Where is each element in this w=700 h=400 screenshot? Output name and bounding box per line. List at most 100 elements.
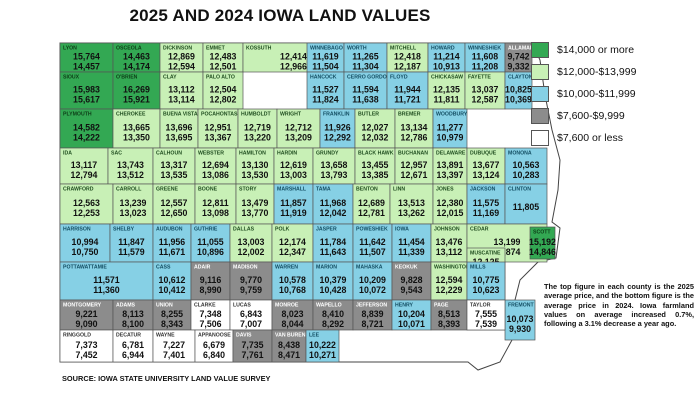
county-value-2025: 13,130: [242, 160, 269, 170]
county-value-2024: 12,781: [358, 208, 385, 218]
county-fill: [529, 226, 556, 260]
legend-label: $7,600-$9,999: [557, 110, 625, 122]
county-name: CRAWFORD: [63, 187, 94, 193]
legend-item: $7,600 or less: [531, 128, 691, 148]
county-fill: [235, 147, 275, 185]
county-name: EMMET: [206, 46, 226, 52]
county-value-2025: 9,742: [507, 52, 529, 62]
county-fill: [194, 183, 237, 225]
county-fill: [343, 71, 388, 110]
county-fill: [59, 183, 114, 225]
county-value-2025: 7,555: [475, 309, 497, 319]
county-name: HARDIN: [277, 151, 297, 157]
county-name: APPANOOSE: [198, 333, 231, 339]
county-name: LYON: [63, 46, 77, 52]
county-name: WAPELLO: [316, 303, 342, 309]
county-value-2024: 13,367: [205, 133, 232, 143]
county-value-2024: 13,003: [280, 170, 307, 180]
county-value-2024: 11,507: [359, 247, 386, 257]
county-value-2025: 14,463: [123, 52, 150, 62]
county-value-2025: 13,479: [242, 198, 269, 208]
county-value-2024: 13,086: [202, 170, 229, 180]
county-value-2025: 10,994: [72, 237, 99, 247]
county-value-2024: 10,913: [433, 62, 460, 72]
county-name: JASPER: [316, 227, 337, 233]
legend-label: $14,000 or more: [557, 44, 635, 56]
county-value-2024: 7,007: [240, 319, 262, 329]
county-name: GUTHRIE: [194, 227, 218, 233]
county-value-2024: 10,750: [72, 247, 99, 257]
county-value-2025: 12,418: [394, 52, 421, 62]
county-name: POCAHONTAS: [201, 112, 238, 118]
legend-swatch: [531, 108, 549, 124]
county-name: GREENE: [156, 187, 178, 193]
county-value-2025: 7,735: [241, 340, 263, 350]
county-value-2025: 11,454: [398, 237, 425, 247]
county-value-2025: 9,116: [200, 275, 222, 285]
county-value-2024: 9,930: [509, 324, 531, 334]
county-value-2025: 12,594: [436, 275, 463, 285]
legend-label: $10,000-$11,999: [557, 88, 636, 100]
county-value-2025: 13,037: [472, 85, 499, 95]
county-value-2025: 11,805: [513, 202, 540, 212]
county-value-2025: 13,239: [120, 198, 147, 208]
county-fill: [305, 329, 340, 363]
county-name: WAYNE: [156, 333, 175, 339]
county-name: MITCHELL: [390, 46, 417, 52]
county-fill: [354, 108, 396, 149]
county-value-2025: 12,957: [401, 160, 428, 170]
county-value-2024: 12,802: [210, 95, 237, 105]
county-fill: [389, 183, 434, 225]
county-name: HARRISON: [63, 227, 91, 233]
county-value-2025: 12,951: [205, 123, 232, 133]
county-value-2024: 12,966: [280, 62, 307, 72]
county-name: KOSSUTH: [246, 46, 272, 52]
county-fill: [112, 329, 154, 363]
county-value-2025: 15,983: [73, 85, 100, 95]
county-value-2024: 13,695: [166, 133, 193, 143]
county-value-2024: 10,071: [398, 319, 425, 329]
county-value-2025: 9,828: [400, 275, 422, 285]
county-value-2024: 7,452: [75, 350, 97, 360]
county-value-2025: 6,843: [240, 309, 262, 319]
county-fill: [504, 299, 536, 341]
county-value-2025: 13,117: [71, 160, 98, 170]
county-name: MILLS: [470, 265, 486, 271]
county-name: BUTLER: [358, 112, 379, 118]
county-value-2025: 12,689: [358, 198, 385, 208]
county-value-2024: 12,292: [324, 133, 351, 143]
county-value-2024: 11,811: [434, 95, 460, 105]
county-value-2025: 13,696: [166, 123, 193, 133]
county-name: DALLAS: [233, 227, 255, 233]
county-fill: [232, 329, 273, 363]
county-name: DELAWARE: [436, 151, 466, 157]
county-value-2025: 11,857: [280, 198, 307, 208]
county-value-2024: 15,617: [73, 95, 100, 105]
county-fill: [59, 261, 154, 301]
county-name: DUBUQUE: [470, 151, 497, 157]
county-name: HOWARD: [431, 46, 455, 52]
county-fill: [194, 329, 234, 363]
